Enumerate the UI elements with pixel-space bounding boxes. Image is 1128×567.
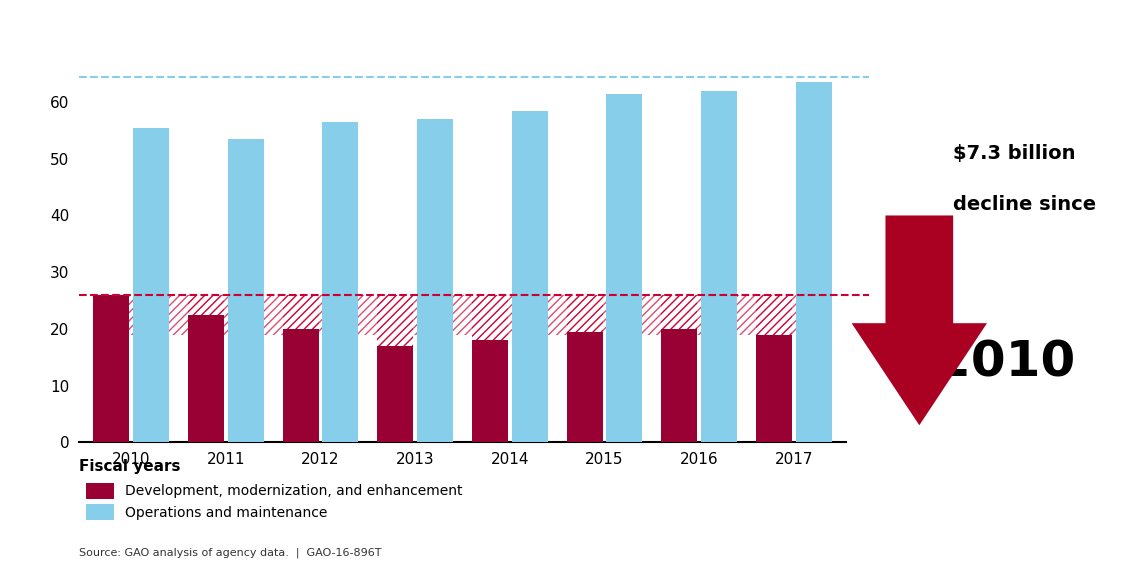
Bar [472,340,508,442]
Bar [661,329,697,442]
Bar [378,346,413,442]
Bar [378,346,413,442]
Bar [283,329,318,442]
Text: Source: GAO analysis of agency data.  |  GAO-16-896T: Source: GAO analysis of agency data. | G… [79,548,381,558]
Bar [472,340,508,442]
Bar [566,332,602,442]
Bar [756,335,792,442]
Bar [133,128,169,442]
Bar [378,295,413,346]
Bar [323,122,359,442]
Bar [566,295,602,332]
Text: Fiscal years: Fiscal years [79,459,180,473]
Bar [94,295,831,335]
Bar [512,111,547,442]
Bar [283,295,318,329]
Bar [795,82,831,442]
Bar [607,94,642,442]
Bar [188,295,224,315]
Bar [472,295,508,340]
Bar [795,82,831,442]
Bar [512,111,547,442]
Bar [661,295,697,329]
Text: decline since: decline since [953,194,1096,214]
Bar [700,91,737,442]
Bar [417,119,453,442]
Bar [228,139,264,442]
Bar [566,332,602,442]
Bar [323,122,359,442]
Bar [378,295,413,346]
Bar [188,295,224,315]
Bar [661,295,697,329]
Text: $7.3 billion: $7.3 billion [953,143,1076,163]
Bar [188,315,224,442]
Bar [133,128,169,442]
Bar [661,329,697,442]
Bar [94,295,130,442]
Bar [756,295,792,335]
Legend: Development, modernization, and enhancement, Operations and maintenance: Development, modernization, and enhancem… [86,483,462,521]
Bar [566,295,602,332]
Bar [756,295,792,335]
Bar [417,119,453,442]
Bar [472,295,508,340]
Bar [700,91,737,442]
Bar [228,139,264,442]
Bar [283,295,318,329]
Bar [283,329,318,442]
Bar [756,335,792,442]
Text: 2010: 2010 [936,339,1075,387]
Bar [607,94,642,442]
Bar [188,315,224,442]
Bar [94,295,130,442]
